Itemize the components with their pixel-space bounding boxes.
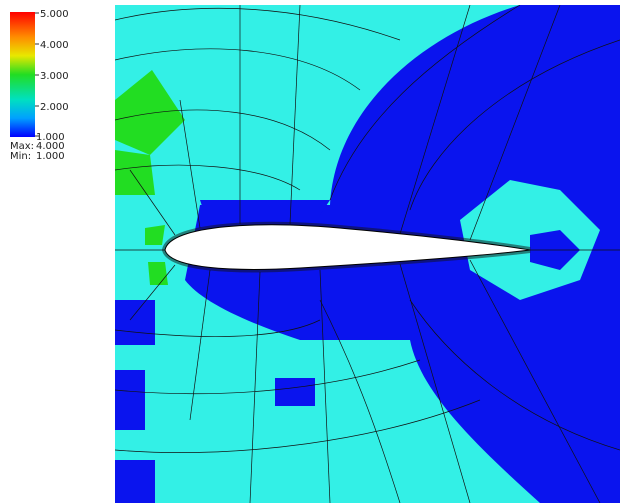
colorbar-ticks (35, 12, 39, 137)
min-value: 1.000 (36, 151, 65, 162)
min-label: Min: (10, 151, 31, 162)
colorbar-label: 3.000 (40, 71, 69, 82)
colorbar-label: 4.000 (40, 40, 69, 51)
max-label: Max: (10, 141, 34, 152)
airfoil (164, 224, 531, 270)
colorbar-gradient (10, 12, 35, 137)
colorbar-label: 5.000 (40, 9, 69, 20)
colorbar-label: 1.000 (36, 132, 65, 143)
colorbar: 5.000 4.000 3.000 2.000 1.000 Max: 4.000… (10, 9, 69, 162)
colorbar-label: 2.000 (40, 102, 69, 113)
max-value: 4.000 (36, 141, 65, 152)
mesh-view (115, 5, 620, 503)
